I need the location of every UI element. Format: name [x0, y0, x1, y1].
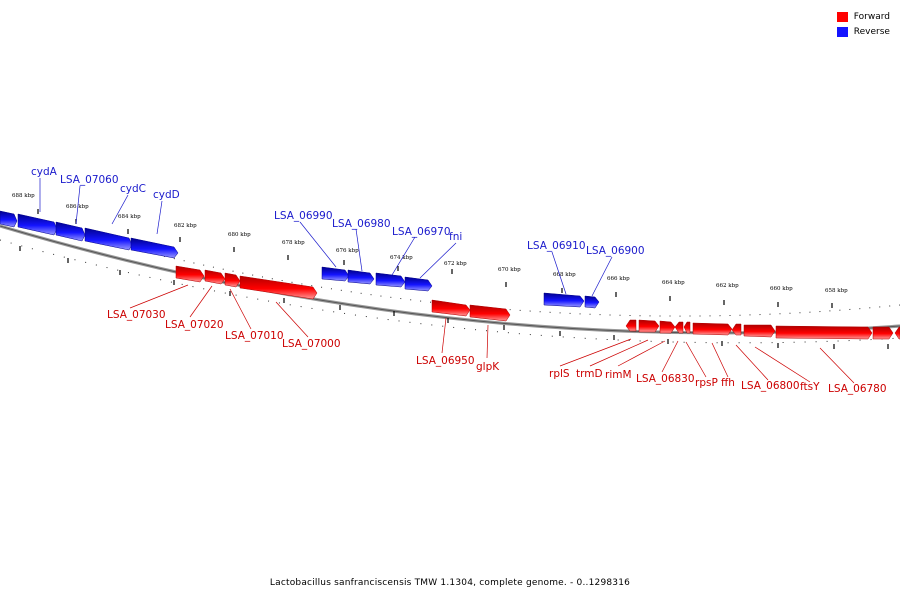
tick-label: 658 kbp [825, 288, 848, 294]
gene-LSA_06830-b[interactable] [683, 321, 691, 334]
gene-rpsP[interactable] [692, 322, 733, 336]
gene-LSA_06830-a[interactable] [674, 321, 684, 334]
tick-label: 670 kbp [498, 267, 521, 273]
tick-label: 678 kbp [282, 240, 305, 246]
gene-cydD-b[interactable] [130, 237, 179, 259]
gene-LSA_07010[interactable] [224, 272, 241, 288]
gene-LSA_07000[interactable] [239, 275, 318, 300]
tick-label: 688 kbp [12, 193, 35, 199]
gene-glpK[interactable] [469, 304, 511, 322]
gene-fni[interactable] [404, 276, 433, 292]
gene-label[interactable]: LSA_07000 [282, 338, 341, 350]
tick-label: 666 kbp [607, 276, 630, 282]
gene-cydC[interactable] [55, 221, 86, 242]
forward-leader-lines [129, 284, 855, 384]
gene-cydD-a[interactable] [84, 227, 133, 251]
tick-label: 668 kbp [553, 272, 576, 278]
gene-LSA_07030[interactable] [175, 265, 205, 283]
legend-label-reverse: Reverse [853, 26, 890, 37]
gene-LSA_06780-a[interactable] [872, 326, 894, 340]
gene-label[interactable]: cydD [153, 189, 180, 201]
gene-label[interactable]: fni [449, 231, 462, 243]
gene-LSA_06950[interactable] [431, 299, 471, 317]
gene-label[interactable]: rimM [605, 369, 632, 381]
gene-label[interactable]: LSA_07020 [165, 319, 224, 331]
legend-swatch-reverse [836, 26, 848, 37]
gene-label[interactable]: ffh [721, 377, 735, 389]
legend-item-reverse[interactable]: Reverse [836, 24, 890, 39]
gene-label[interactable]: trmD [576, 368, 603, 380]
gene-LSA_07020[interactable] [204, 269, 226, 285]
tick-label: 664 kbp [662, 280, 685, 286]
gene-LSA_06900[interactable] [584, 295, 600, 309]
gene-label[interactable]: LSA_06910 [527, 240, 586, 252]
reverse-leader-lines [39, 178, 613, 297]
gene-label[interactable]: LSA_06900 [586, 245, 645, 257]
tick-label: 682 kbp [174, 223, 197, 229]
tick-label: 684 kbp [118, 214, 141, 220]
inner-major-ticks [19, 246, 889, 349]
gene-label[interactable]: LSA_07030 [107, 309, 166, 321]
gene-label[interactable]: ftsY [800, 381, 820, 393]
gene-label[interactable]: LSA_06970 [392, 226, 451, 238]
gene-label[interactable]: LSA_06950 [416, 355, 475, 367]
gene-label[interactable]: rpsP [695, 377, 718, 389]
tick-labels: 688 kbp 686 kbp 684 kbp 682 kbp 680 kbp … [12, 193, 848, 294]
gene-label[interactable]: cydA [31, 166, 58, 178]
gene-cydA[interactable] [0, 210, 18, 228]
gene-label[interactable]: LSA_06990 [274, 210, 333, 222]
gene-LSA_06970[interactable] [375, 272, 406, 288]
tick-label: 660 kbp [770, 286, 793, 292]
legend: Forward Reverse [836, 9, 890, 39]
gene-LSA_06910[interactable] [543, 292, 585, 308]
tick-label: 676 kbp [336, 248, 359, 254]
gene-trmD[interactable] [638, 319, 660, 333]
legend-label-forward: Forward [853, 11, 890, 22]
gene-label[interactable]: glpK [476, 361, 500, 373]
gene-LSA_06990[interactable] [321, 266, 350, 282]
genome-caption: Lactobacillus sanfranciscensis TMW 1.130… [269, 578, 631, 588]
tick-label: 680 kbp [228, 232, 251, 238]
gene-LSA_06800[interactable] [743, 324, 776, 338]
gene-ffh[interactable] [731, 323, 742, 336]
gene-rplS[interactable] [625, 319, 637, 332]
gene-label[interactable]: LSA_06780 [828, 383, 887, 395]
legend-item-forward[interactable]: Forward [836, 9, 890, 24]
gene-label[interactable]: LSA_07010 [225, 330, 284, 342]
gene-LSA_07060[interactable] [17, 213, 58, 236]
gene-LSA_06780-b[interactable] [894, 326, 900, 340]
gene-label[interactable]: cydC [120, 183, 146, 195]
gene-label[interactable]: LSA_06980 [332, 218, 391, 230]
reverse-genes [0, 210, 600, 309]
reverse-gene-labels: cydA LSA_07060 cydC cydD LSA_06990 LSA_0… [31, 166, 645, 257]
legend-swatch-forward [836, 11, 848, 22]
gene-label[interactable]: LSA_06830 [636, 373, 695, 385]
tick-label: 674 kbp [390, 255, 413, 261]
gene-rimM[interactable] [659, 320, 676, 334]
gene-ftsY[interactable] [775, 325, 873, 340]
gene-label[interactable]: rplS [549, 368, 570, 380]
gene-LSA_06980[interactable] [347, 269, 375, 285]
outer-major-ticks [37, 209, 833, 308]
forward-gene-labels: LSA_07030 LSA_07020 LSA_07010 LSA_07000 … [107, 309, 887, 395]
gene-label[interactable]: LSA_06800 [741, 380, 800, 392]
tick-label: 662 kbp [716, 283, 739, 289]
tick-label: 672 kbp [444, 261, 467, 267]
gene-label[interactable]: LSA_07060 [60, 174, 119, 186]
forward-genes [175, 265, 900, 340]
